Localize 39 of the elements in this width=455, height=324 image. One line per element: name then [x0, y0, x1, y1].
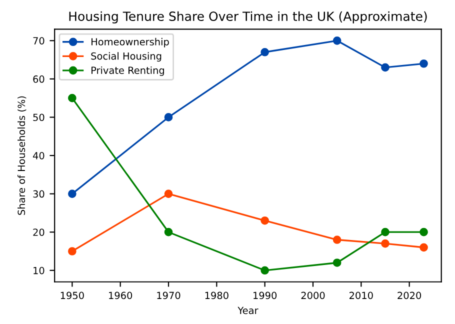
point — [164, 228, 173, 236]
point — [381, 239, 390, 248]
point — [260, 266, 269, 275]
point — [332, 236, 342, 244]
y-tick-label: 30 — [33, 190, 44, 198]
x-tick-label: 1960 — [109, 292, 132, 300]
point — [332, 36, 342, 45]
point — [68, 247, 76, 256]
point — [381, 228, 390, 236]
point — [68, 94, 76, 102]
x-axis-title: Year — [238, 306, 258, 314]
y-axis-title: Share of Households (%) — [18, 96, 26, 215]
point — [332, 258, 342, 267]
y-tick-label: 50 — [33, 114, 44, 122]
x-tick-label: 1990 — [254, 292, 277, 300]
legend-label: Social Housing — [91, 52, 162, 62]
point — [420, 243, 428, 252]
point — [381, 63, 390, 72]
x-tick-label: 1970 — [157, 292, 180, 300]
point — [420, 228, 428, 236]
x-tick-label: 2010 — [350, 292, 373, 300]
legend-label: Homeownership — [92, 38, 169, 48]
y-tick-label: 20 — [33, 228, 44, 236]
chart-title: Housing Tenure Share Over Time in the UK (Approximate) — [69, 11, 427, 24]
x-tick-label: 1980 — [205, 292, 228, 300]
y-tick-label: 60 — [33, 75, 44, 83]
point — [260, 216, 269, 225]
point — [420, 59, 428, 68]
y-tick-label: 70 — [33, 37, 44, 44]
point — [164, 113, 173, 122]
point — [68, 190, 76, 198]
legend-label: Private Renting — [92, 66, 164, 76]
x-tick-label: 1950 — [60, 292, 84, 300]
x-tick-label: 2020 — [398, 292, 422, 300]
point — [260, 48, 269, 56]
y-tick-label: 40 — [32, 152, 44, 160]
y-tick-label: 10 — [34, 266, 44, 274]
x-tick-label: 2000 — [301, 292, 325, 300]
point — [164, 190, 173, 198]
